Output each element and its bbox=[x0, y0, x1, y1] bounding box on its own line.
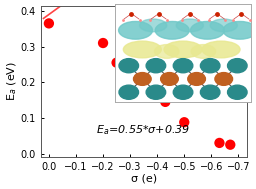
Y-axis label: E$_a$ (eV): E$_a$ (eV) bbox=[6, 61, 19, 101]
Point bbox=[114, 61, 119, 64]
Circle shape bbox=[161, 73, 178, 85]
Circle shape bbox=[200, 59, 220, 73]
Circle shape bbox=[228, 59, 247, 73]
Circle shape bbox=[228, 85, 247, 99]
Circle shape bbox=[188, 73, 205, 85]
Ellipse shape bbox=[190, 22, 225, 39]
Ellipse shape bbox=[164, 41, 202, 58]
Ellipse shape bbox=[123, 41, 161, 58]
Point bbox=[182, 121, 186, 124]
Circle shape bbox=[119, 85, 138, 99]
Ellipse shape bbox=[202, 41, 240, 58]
Ellipse shape bbox=[176, 19, 204, 32]
Ellipse shape bbox=[155, 45, 179, 58]
Ellipse shape bbox=[191, 45, 216, 58]
Point bbox=[217, 141, 221, 144]
Ellipse shape bbox=[223, 22, 256, 39]
Circle shape bbox=[134, 73, 151, 85]
X-axis label: σ (e): σ (e) bbox=[131, 174, 157, 184]
Ellipse shape bbox=[119, 22, 153, 39]
Point bbox=[101, 42, 105, 45]
Circle shape bbox=[215, 73, 232, 85]
Circle shape bbox=[119, 59, 138, 73]
Circle shape bbox=[146, 59, 166, 73]
Circle shape bbox=[173, 85, 193, 99]
Circle shape bbox=[146, 85, 166, 99]
Ellipse shape bbox=[210, 19, 237, 32]
Point bbox=[47, 22, 51, 25]
Circle shape bbox=[200, 85, 220, 99]
Circle shape bbox=[173, 59, 193, 73]
Text: E$_a$=0.55*σ+0.39: E$_a$=0.55*σ+0.39 bbox=[97, 124, 191, 137]
Point bbox=[128, 77, 132, 80]
Ellipse shape bbox=[155, 22, 189, 39]
Point bbox=[163, 100, 167, 103]
Ellipse shape bbox=[140, 19, 167, 32]
Point bbox=[228, 143, 232, 146]
